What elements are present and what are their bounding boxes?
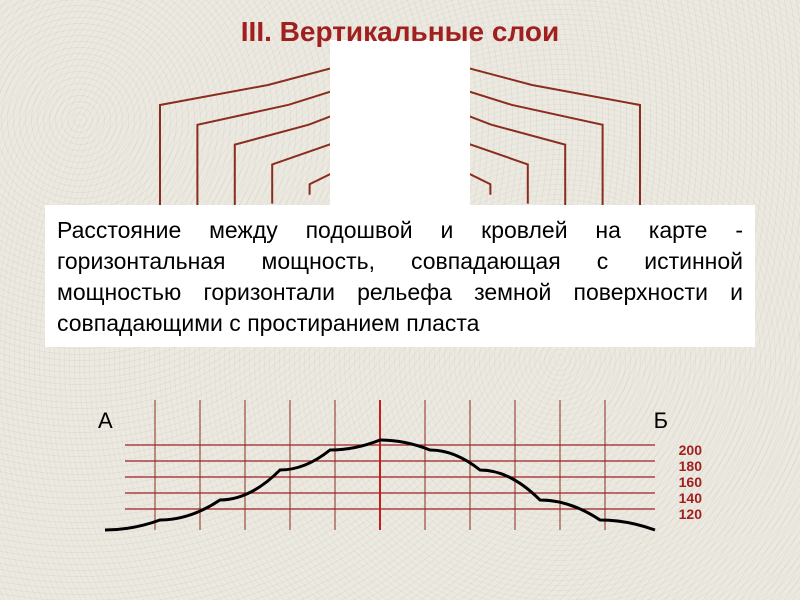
- profile-svg: [100, 400, 660, 550]
- elevation-labels: 200180160140120: [679, 442, 702, 522]
- paragraph-text: Расстояние между подошвой и кровлей на к…: [57, 217, 743, 336]
- elevation-value: 120: [679, 506, 702, 522]
- elevation-value: 180: [679, 458, 702, 474]
- contour-center-fill: [330, 40, 470, 220]
- elevation-value: 140: [679, 490, 702, 506]
- page-title: III. Вертикальные слои: [0, 16, 800, 48]
- title-text: III. Вертикальные слои: [241, 16, 559, 47]
- profile-diagram: А Б 200180160140120: [100, 400, 660, 580]
- elevation-value: 200: [679, 442, 702, 458]
- profile-label-b: Б: [654, 408, 668, 434]
- elevation-value: 160: [679, 474, 702, 490]
- profile-label-a: А: [98, 408, 113, 434]
- description-paragraph: Расстояние между подошвой и кровлей на к…: [45, 205, 755, 347]
